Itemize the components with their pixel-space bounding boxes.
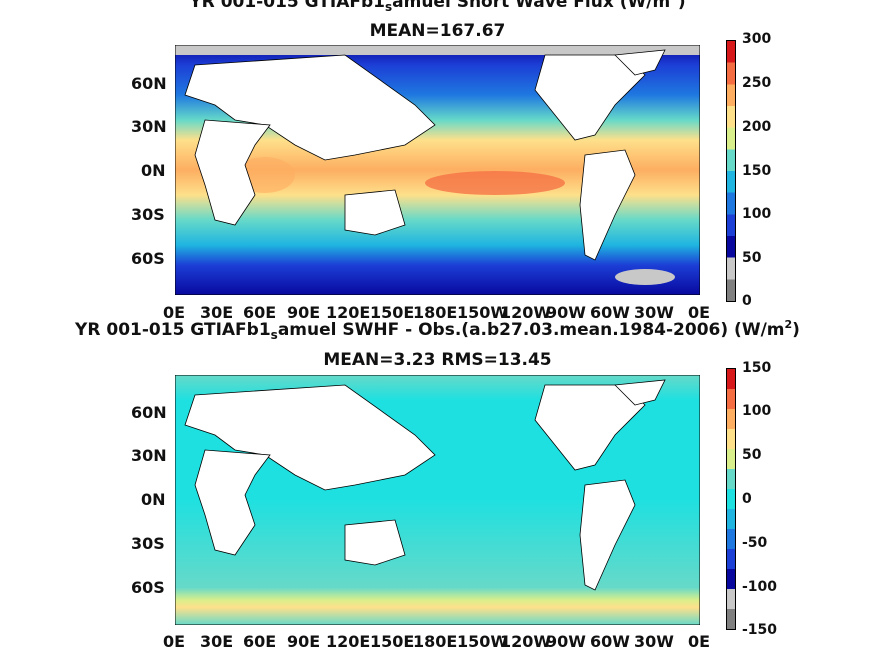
colorbar-tick: -50 (742, 535, 768, 551)
lon-label: 0E (688, 632, 711, 651)
lon-label: 150W (457, 303, 509, 322)
lon-label: 0E (163, 632, 186, 651)
panel2-colorbar (726, 368, 736, 630)
lon-label: 90E (287, 303, 321, 322)
lon-label: 60E (243, 632, 277, 651)
panel2-stats: MEAN=3.23 RMS=13.45 (323, 350, 552, 370)
lon-label: 60E (243, 303, 277, 322)
panel1-title: YR 001-015 GTIAFb1samuel Short Wave Flux… (189, 0, 686, 14)
lon-label: 150E (370, 632, 415, 651)
lon-label: 90W (546, 303, 586, 322)
colorbar-tick: 200 (742, 119, 772, 135)
lon-label: 120E (326, 632, 371, 651)
colorbar-tick: 100 (742, 206, 772, 222)
lat-label: 60N (131, 403, 167, 422)
lon-label: 30W (634, 632, 674, 651)
lat-label: 0N (141, 161, 166, 180)
lat-label: 0N (141, 490, 166, 509)
colorbar-tick: 100 (742, 403, 772, 419)
lon-label: 120W (500, 303, 552, 322)
colorbar-tick: 250 (742, 75, 772, 91)
colorbar-tick: 0 (742, 491, 752, 507)
lat-label: 30S (131, 205, 165, 224)
colorbar-tick: -100 (742, 579, 778, 595)
lon-label: 30E (200, 303, 234, 322)
colorbar-tick: 0 (742, 293, 752, 309)
colorbar-tick: 150 (742, 163, 772, 179)
lat-label: 60S (131, 578, 165, 597)
lon-label: 120W (500, 632, 552, 651)
colorbar-tick: 50 (742, 447, 762, 463)
lat-label: 30N (131, 117, 167, 136)
lat-label: 60N (131, 74, 167, 93)
lon-label: 0E (163, 303, 186, 322)
lon-label: 30E (200, 632, 234, 651)
panel1-map (175, 45, 700, 295)
lon-label: 30W (634, 303, 674, 322)
panel2-map (175, 375, 700, 625)
colorbar-tick: 50 (742, 250, 762, 266)
lon-label: 0E (688, 303, 711, 322)
lon-label: 60W (590, 632, 630, 651)
colorbar-tick: -150 (742, 622, 778, 638)
lon-label: 150E (370, 303, 415, 322)
panel2-title: YR 001-015 GTIAFb1samuel SWHF - Obs.(a.b… (75, 318, 800, 342)
lat-label: 60S (131, 249, 165, 268)
lat-label: 30S (131, 534, 165, 553)
colorbar-tick: 300 (742, 31, 772, 47)
lon-label: 60W (590, 303, 630, 322)
lat-label: 30N (131, 446, 167, 465)
lon-label: 90E (287, 632, 321, 651)
lon-label: 90W (546, 632, 586, 651)
panel1-colorbar (726, 40, 736, 302)
colorbar-tick: 150 (742, 360, 772, 376)
lon-label: 180E (413, 303, 458, 322)
lon-label: 150W (457, 632, 509, 651)
panel1-stats: MEAN=167.67 (369, 21, 506, 41)
lon-label: 180E (413, 632, 458, 651)
lon-label: 120E (326, 303, 371, 322)
